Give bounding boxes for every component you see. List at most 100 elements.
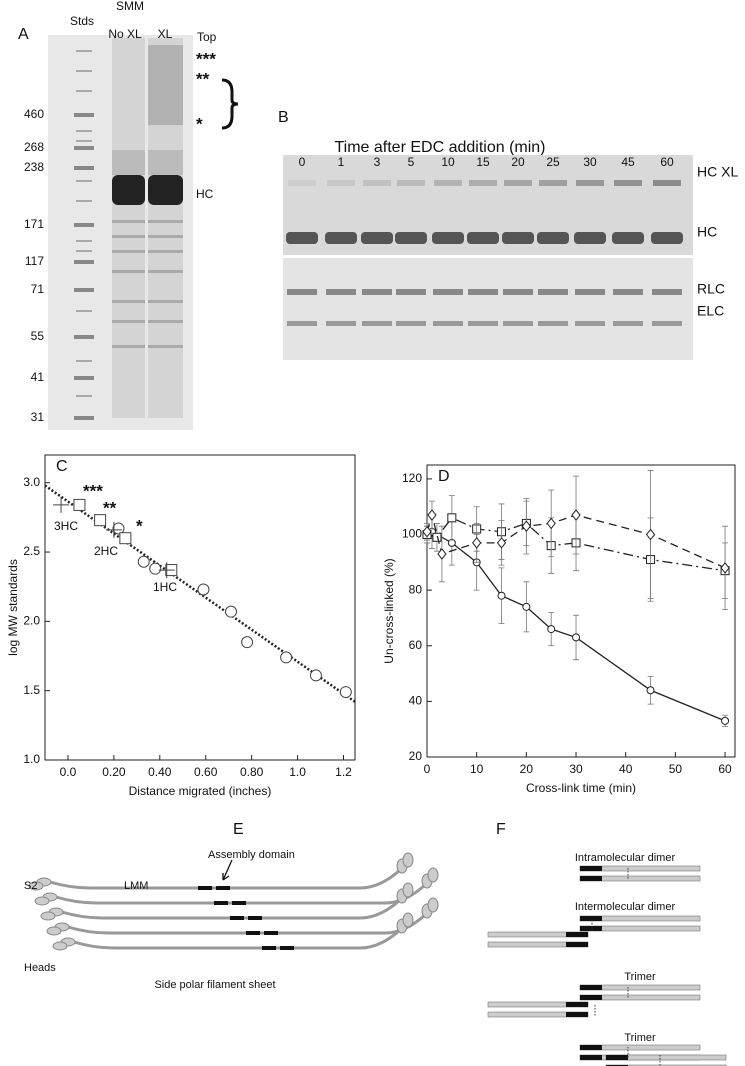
y-tick-label: 120: [402, 471, 422, 485]
band: [148, 320, 183, 323]
rlc-band: [575, 289, 605, 295]
y-axis-label: Un-cross-linked (%): [382, 558, 396, 663]
rlc-band: [538, 289, 568, 295]
hc-band: [325, 232, 357, 244]
x-tick-label: 50: [669, 762, 683, 776]
lane-label: 15: [476, 155, 490, 169]
diagram-label: Heads: [24, 962, 56, 974]
rlc-band: [326, 289, 356, 295]
hcxl-band: [327, 180, 355, 186]
diagram-label: Trimer: [624, 971, 656, 983]
point: [472, 537, 482, 549]
point: [112, 522, 125, 535]
assembly-domain: [606, 1055, 628, 1060]
hc-band: [361, 232, 393, 244]
gel-label: HC: [196, 187, 214, 201]
x-axis-label: Cross-link time (min): [526, 781, 636, 795]
marker-label: 117: [25, 254, 44, 268]
band: [148, 270, 183, 273]
hc-band: [467, 232, 499, 244]
head: [28, 881, 44, 891]
std-band: [76, 70, 92, 72]
std-band: [74, 260, 94, 264]
assembly-domain: [566, 932, 588, 937]
diagram-label: Intramolecular dimer: [575, 852, 676, 864]
assembly-domain: [198, 886, 212, 890]
band: [112, 250, 145, 253]
std-band: [76, 140, 92, 142]
hc-band: [537, 232, 569, 244]
point: [720, 562, 730, 574]
y-tick-label: 80: [409, 582, 423, 596]
x-tick-label: 0.0: [60, 765, 77, 779]
hcxl-band: [469, 180, 497, 186]
marker-label: 460: [24, 107, 44, 121]
panel-letter: C: [56, 458, 68, 475]
gel-title: Time after EDC addition (min): [334, 139, 545, 156]
lane-label: 5: [408, 155, 415, 169]
std-band: [74, 166, 94, 170]
y-tick-label: 60: [409, 638, 423, 652]
point: [158, 562, 175, 579]
elc-band: [396, 321, 426, 326]
assembly-domain: [262, 946, 276, 950]
elc-band: [652, 321, 682, 326]
annotation: 3HC: [54, 519, 78, 533]
hcxl-band: [288, 180, 316, 186]
point: [73, 498, 86, 511]
chart: 0 10 20 30 40 50 60 20 40 60 80 100 120 Cross-link ti…: [382, 464, 736, 795]
lane-label: 0: [299, 155, 306, 169]
point: [437, 548, 447, 560]
hcxl-band: [539, 180, 567, 186]
lane-smear: [148, 150, 183, 175]
y-tick-label: 20: [409, 749, 423, 763]
lane-label: 20: [511, 155, 525, 169]
x-tick-label: 0.60: [194, 765, 218, 779]
x-tick-label: 1.0: [289, 765, 306, 779]
x-axis-label: Distance migrated (inches): [129, 784, 272, 798]
assembly-domain: [248, 916, 262, 920]
assembly-domain: [232, 901, 246, 905]
annotation: **: [103, 498, 117, 517]
assembly-domain: [580, 866, 602, 871]
std-band: [76, 130, 92, 132]
series-line: [426, 512, 726, 569]
assembly-domain: [580, 985, 602, 990]
band: [112, 300, 145, 303]
lane-label: 10: [441, 155, 455, 169]
band: [112, 220, 145, 223]
chart: 0.0 0.20 0.40 0.60 0.80 1.0 1.2 1.0 1.5 2.0 2.5 3.0…: [6, 454, 356, 798]
lane-label: 3: [374, 155, 381, 169]
diagram-label: Side polar filament sheet: [154, 979, 275, 991]
head: [34, 896, 50, 906]
gel-label: **: [196, 69, 210, 88]
x-tick-label: 0.20: [102, 765, 126, 779]
assembly-domain: [566, 1002, 588, 1007]
hc-band: [502, 232, 534, 244]
lane-smear: [112, 150, 145, 175]
hc-band: [574, 232, 606, 244]
elc-band: [433, 321, 463, 326]
band: [148, 220, 183, 223]
gel-label: HC: [697, 224, 717, 240]
point: [645, 528, 656, 541]
point: [149, 562, 162, 575]
elc-band: [613, 321, 643, 326]
point: [497, 591, 506, 600]
head: [402, 852, 414, 868]
std-band: [74, 288, 94, 292]
hc-band: [651, 232, 683, 244]
rlc-band: [287, 289, 317, 295]
annotation: *: [136, 516, 143, 535]
band: [112, 270, 145, 273]
point: [197, 583, 210, 596]
lane-label: 45: [621, 155, 635, 169]
point: [225, 605, 237, 618]
point: [447, 513, 457, 523]
x-tick-label: 20: [520, 762, 534, 776]
y-tick-label: 40: [409, 694, 423, 708]
assembly-domain: [580, 916, 602, 921]
std-band: [76, 50, 92, 52]
lane-label: Stds: [70, 14, 94, 28]
band: [112, 235, 145, 238]
